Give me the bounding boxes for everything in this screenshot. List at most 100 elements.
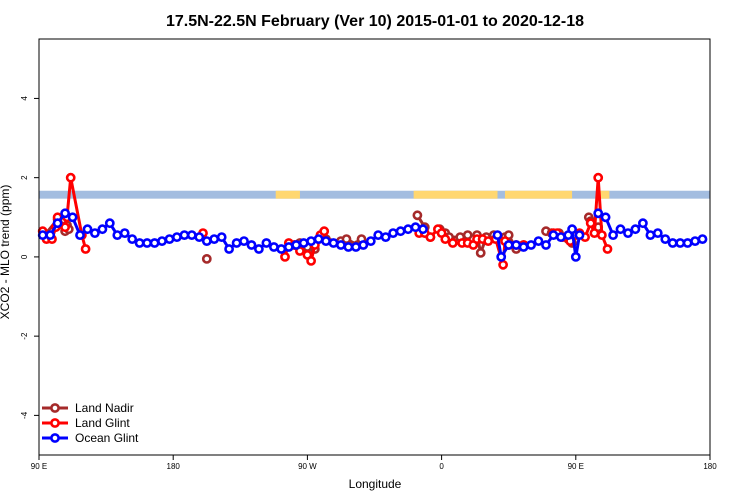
data-point (447, 238, 458, 248)
data-point (574, 230, 585, 240)
x-axis-label: Longitude (349, 477, 402, 491)
series-ocean-glint (37, 208, 708, 262)
x-tick-label: 0 (439, 462, 444, 471)
x-axis: 90 E 180 90 W 0 90 E 180 (31, 455, 717, 471)
data-point (556, 232, 566, 242)
data-point (171, 232, 182, 242)
data-point (67, 212, 78, 223)
data-point (645, 230, 656, 240)
data-point (403, 224, 413, 235)
data-point (201, 253, 212, 264)
data-point (328, 238, 339, 248)
data-point (526, 240, 536, 250)
x-tick-label: 90 W (298, 462, 317, 471)
data-point (498, 259, 508, 270)
data-point (149, 238, 160, 248)
data-point (45, 230, 56, 240)
data-point (216, 232, 227, 242)
data-point (630, 224, 641, 235)
data-point (638, 218, 648, 229)
legend-swatch-marker (50, 433, 60, 443)
data-point (600, 212, 611, 223)
legend-label: Ocean Glint (75, 431, 139, 445)
data-point (395, 226, 406, 237)
data-point (97, 224, 108, 235)
data-point (112, 230, 123, 240)
ocean-strip (39, 190, 710, 199)
data-point (425, 232, 436, 242)
data-point (608, 230, 618, 240)
data-point (667, 238, 678, 248)
data-point (164, 234, 175, 244)
data-point (570, 251, 581, 262)
legend-item: Land Nadir (42, 401, 134, 415)
plot-frame (38, 38, 711, 456)
x-tick-label: 180 (167, 462, 181, 471)
series-layer (37, 172, 708, 270)
data-point (623, 228, 633, 238)
data-point (585, 218, 596, 229)
data-point (291, 240, 302, 250)
data-point (593, 172, 604, 183)
x-tick-label: 90 E (568, 462, 584, 471)
data-point (319, 226, 330, 237)
y-tick-label: 2 (20, 175, 29, 180)
land-strip-segment (275, 190, 300, 199)
data-point (365, 236, 376, 246)
data-point (492, 230, 503, 240)
land-mask-strip (39, 190, 710, 199)
data-point (142, 238, 152, 248)
data-point (511, 240, 522, 250)
data-point (373, 230, 384, 240)
data-point (682, 238, 693, 248)
chart-title: 17.5N-22.5N February (Ver 10) 2015-01-01… (166, 13, 584, 30)
x-tick-label: 180 (703, 462, 717, 471)
series-land-glint (37, 172, 613, 270)
data-point (60, 208, 70, 219)
data-point (283, 242, 294, 252)
y-axis: -4 -2 0 2 4 (20, 96, 39, 419)
legend-item: Land Glint (42, 416, 130, 430)
data-point (246, 240, 257, 250)
legend-item: Ocean Glint (42, 431, 139, 445)
data-point (690, 236, 700, 246)
data-point (518, 242, 529, 252)
data-point (157, 236, 167, 246)
data-point (306, 255, 316, 266)
data-point (37, 230, 48, 240)
data-point (475, 247, 486, 258)
data-point (652, 228, 663, 238)
data-point (483, 236, 494, 246)
data-point (615, 224, 626, 235)
data-point (134, 238, 145, 248)
y-axis-label: XCO2 - MLO trend (ppm) (0, 185, 12, 320)
data-point (253, 244, 264, 254)
data-point (224, 244, 234, 254)
data-point (209, 234, 220, 244)
data-point (380, 232, 391, 242)
data-point (660, 234, 671, 244)
data-point (298, 238, 309, 248)
data-point (313, 234, 324, 244)
data-point (194, 232, 205, 242)
y-tick-label: -4 (20, 411, 29, 419)
data-point (119, 228, 130, 238)
data-point (52, 218, 63, 229)
data-point (276, 244, 287, 254)
data-point (350, 242, 361, 252)
data-point (533, 236, 544, 246)
data-point (548, 230, 559, 240)
legend-label: Land Nadir (75, 401, 134, 415)
data-point (410, 222, 421, 233)
data-point (388, 228, 398, 238)
data-point (261, 238, 272, 248)
legend-swatch-marker (50, 418, 60, 428)
data-point (65, 172, 76, 183)
data-point (321, 236, 331, 246)
data-point (280, 251, 290, 262)
data-point (496, 251, 507, 262)
data-point (306, 236, 316, 246)
data-point (602, 244, 613, 254)
